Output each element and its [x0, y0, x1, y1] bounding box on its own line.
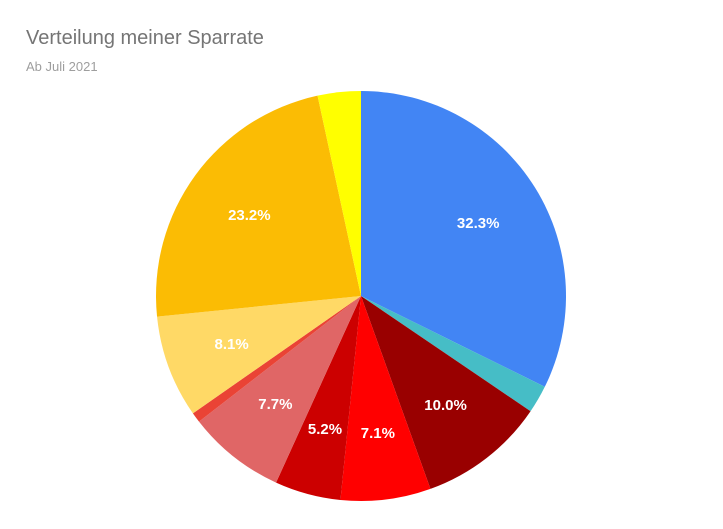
- pie-slice-label-4: 7.1%: [361, 425, 395, 442]
- pie-slice-9[interactable]: [156, 95, 361, 317]
- pie-slice-2[interactable]: [361, 296, 545, 412]
- pie-slice-label-5: 5.2%: [308, 421, 342, 438]
- pie-slice-label-8: 8.1%: [214, 336, 248, 353]
- chart-subtitle: Ab Juli 2021: [26, 59, 98, 74]
- pie-slice-label-6: 7.7%: [258, 396, 292, 413]
- pie-slice-label-3: 10.0%: [424, 397, 467, 414]
- pie-slice-3[interactable]: [361, 296, 531, 489]
- pie-slice-label-1: 32.3%: [457, 215, 500, 232]
- pie-slice-4[interactable]: [340, 296, 431, 501]
- pie-slice-7[interactable]: [192, 296, 361, 422]
- pie-slice-8[interactable]: [157, 296, 361, 414]
- chart-title: Verteilung meiner Sparrate: [26, 27, 264, 49]
- pie-slice-1[interactable]: [361, 91, 567, 387]
- pie-slice-6[interactable]: [199, 296, 361, 483]
- pie-slice-label-9: 23.2%: [228, 207, 271, 224]
- pie-slice-10[interactable]: [317, 91, 361, 296]
- pie-slice-5[interactable]: [276, 296, 361, 500]
